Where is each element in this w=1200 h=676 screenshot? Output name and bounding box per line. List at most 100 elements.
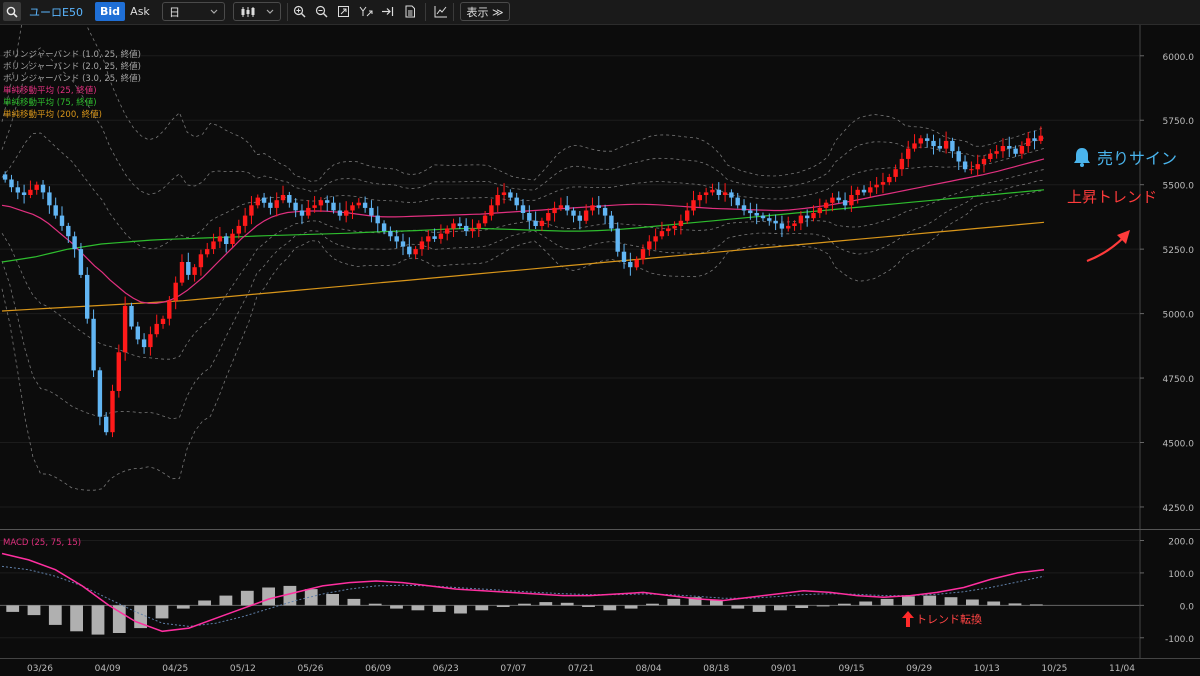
candle-body — [906, 148, 911, 159]
macd-histogram-bar — [1029, 604, 1043, 606]
date-tick-label: 09/01 — [771, 664, 797, 674]
panel-divider[interactable] — [0, 529, 1200, 530]
candle-body — [255, 197, 260, 206]
macd-histogram-bar — [326, 594, 339, 606]
candle-body — [703, 192, 709, 195]
zoom-in-icon — [293, 5, 306, 18]
period-select[interactable]: 日 — [162, 2, 225, 21]
bollinger-band-line — [1, 169, 1045, 360]
macd-histogram-bar — [48, 605, 62, 625]
candle-body — [1000, 146, 1006, 152]
candle-body — [186, 262, 191, 275]
chevron-down-icon — [266, 9, 274, 14]
candle-body — [501, 192, 507, 195]
date-tick-label: 08/18 — [703, 664, 729, 674]
candle-body — [779, 223, 785, 229]
macd-histogram-bar — [902, 596, 915, 606]
macd-histogram-bar — [816, 605, 830, 607]
report-button[interactable] — [401, 2, 418, 21]
candle-body — [129, 305, 134, 327]
arrow-up-icon — [902, 611, 914, 627]
candle-body — [615, 228, 620, 252]
date-tick-label: 05/26 — [298, 664, 324, 674]
candle-body — [653, 236, 658, 242]
candle-body — [817, 207, 822, 214]
candle-body — [760, 215, 766, 219]
candle-body — [9, 179, 14, 188]
symbol-label[interactable]: ユーロE50 — [29, 5, 83, 19]
candle-body — [716, 189, 721, 195]
indicator-button[interactable] — [432, 2, 449, 21]
macd-histogram-bar — [219, 595, 233, 606]
display-menu-button[interactable]: 表示 ≫ — [460, 2, 510, 21]
zoom-out-button[interactable] — [313, 2, 330, 21]
candle-body — [741, 205, 747, 211]
macd-histogram-bar — [496, 605, 510, 607]
bid-button[interactable]: Bid — [95, 2, 125, 21]
uptrend-arrow — [1086, 230, 1130, 263]
candle-body — [457, 223, 462, 226]
candle-body — [1026, 138, 1031, 146]
fit-button[interactable] — [335, 2, 352, 21]
macd-histogram-bar — [432, 605, 446, 612]
candle-body — [476, 223, 481, 229]
macd-histogram-bar — [752, 605, 766, 612]
candle-body — [28, 189, 33, 195]
candle-body — [962, 161, 968, 170]
zoom-in-button[interactable] — [291, 2, 308, 21]
candle-body — [407, 246, 412, 255]
candle-body — [678, 220, 684, 226]
time-axis[interactable]: 03/26 04/09 04/25 05/12 05/26 06/09 06/23 07/07… — [0, 658, 1200, 676]
search-button[interactable] — [3, 2, 21, 21]
candle-body — [855, 189, 860, 195]
candle-body — [546, 213, 551, 221]
candle-body — [261, 197, 267, 203]
candle-body — [53, 205, 58, 216]
candle-body — [148, 334, 153, 348]
macd-histogram-bar — [368, 603, 382, 606]
date-tick-label: 05/12 — [230, 664, 256, 674]
jump-latest-button[interactable] — [379, 2, 396, 21]
macd-histogram-bar — [518, 603, 531, 606]
candle-body — [72, 236, 77, 250]
candle-body — [912, 143, 917, 149]
candle-body — [1007, 146, 1012, 149]
candle-body — [312, 205, 317, 208]
trend-reversal-label: トレンド転換 — [916, 613, 982, 626]
candle-body — [981, 158, 987, 165]
macd-histogram-bar — [1008, 603, 1022, 606]
candle-body — [489, 205, 494, 216]
curved-arrow-icon — [1086, 236, 1125, 263]
macd-histogram-bar — [262, 587, 275, 606]
price-tick-label: 4250.0 — [1163, 504, 1195, 514]
candle-body — [464, 225, 469, 232]
candle-body — [78, 249, 84, 275]
candle-body — [899, 158, 905, 170]
candle-body — [533, 220, 538, 226]
candle-body — [842, 200, 848, 206]
search-icon — [6, 6, 18, 18]
candle-body — [21, 192, 27, 195]
macd-chart[interactable]: 200.0 100.0 0.0 -100.0 — [0, 530, 1200, 658]
price-chart[interactable]: 6000.0 5750.0 5500.0 5250.0 5000.0 4750.0 4500… — [0, 25, 1200, 530]
y-axis-scale-icon — [359, 6, 372, 17]
bollinger-band-line — [1, 190, 1045, 491]
macd-axis: 200.0 100.0 0.0 -100.0 — [1139, 530, 1194, 658]
price-tick-label: 5750.0 — [1163, 117, 1195, 127]
candle-body — [666, 228, 671, 232]
auto-scale-button[interactable] — [357, 2, 374, 21]
ask-button[interactable]: Ask — [130, 5, 150, 18]
price-tick-label: 4500.0 — [1163, 440, 1195, 450]
candle-body — [792, 223, 797, 226]
macd-histogram-bar — [6, 605, 20, 612]
candle-body — [242, 215, 248, 226]
chart-type-select[interactable] — [233, 2, 281, 21]
candle-body — [2, 174, 8, 180]
date-tick-label: 10/25 — [1041, 664, 1067, 674]
candle-body — [602, 207, 608, 216]
candle-body — [950, 140, 955, 152]
macd-histogram-bar — [454, 605, 467, 614]
candle-body — [609, 215, 614, 229]
candle-body — [173, 282, 178, 301]
date-tick-label: 08/04 — [636, 664, 662, 674]
